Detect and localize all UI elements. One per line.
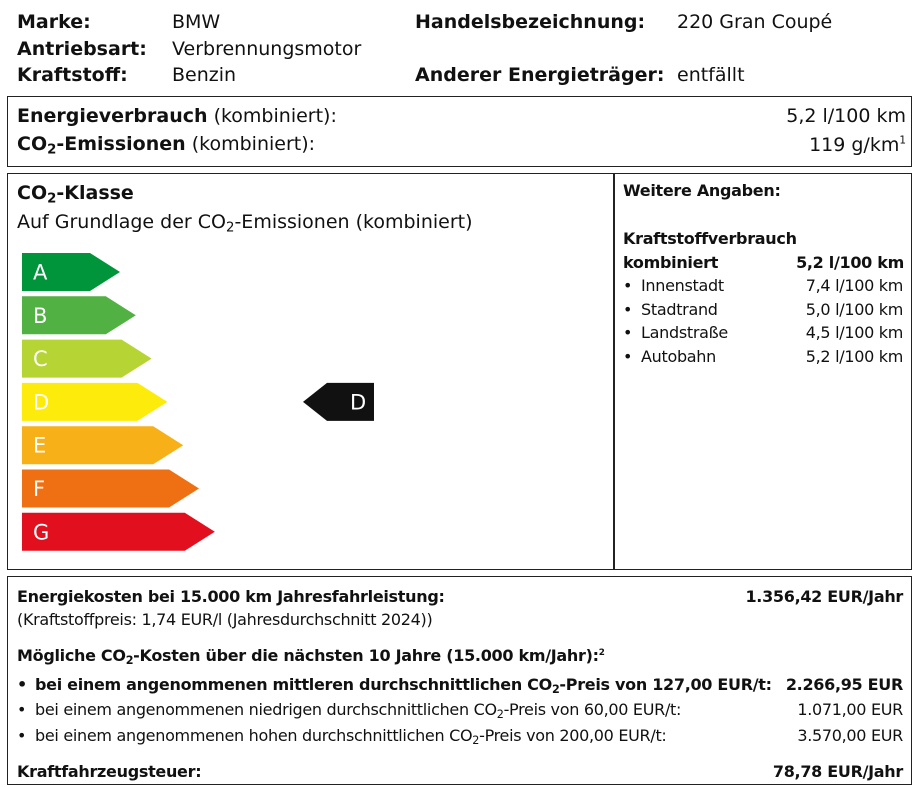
fuel-price-note: (Kraftstoffpreis: 1,74 EUR/l (Jahresdurc… — [17, 610, 433, 629]
verbrauch-value: 5,2 l/100 km — [786, 105, 906, 127]
kraftstoff-label: Kraftstoff: — [17, 64, 128, 86]
handel-value: 220 Gran Coupé — [677, 11, 833, 33]
verbrauch-row: Energieverbrauch (kombiniert): — [17, 105, 337, 127]
weitere-title: Weitere Angaben: — [623, 181, 781, 200]
klasse-subtitle: Auf Grundlage der CO2-Emissionen (kombin… — [17, 211, 473, 236]
tax-value: 78,78 EUR/Jahr — [772, 762, 903, 781]
combined-label: kombiniert — [623, 253, 719, 272]
scenario-low: bei einem angenommenen niedrigen durchsc… — [17, 700, 681, 720]
scenario-low-value: 1.071,00 EUR — [797, 700, 903, 719]
marke-label: Marke: — [17, 11, 91, 33]
class-bar-g — [22, 512, 215, 551]
class-bar-f — [22, 469, 199, 508]
energie-label: Anderer Energieträger: — [415, 64, 665, 86]
scenario-high-value: 3.570,00 EUR — [797, 726, 903, 745]
class-label-b: B — [33, 304, 47, 328]
co2-costs-title: Mögliche CO2-Kosten über die nächsten 10… — [17, 646, 605, 667]
kraftstoff-value: Benzin — [172, 64, 237, 86]
class-label-f: F — [33, 477, 45, 501]
class-bar-c — [22, 339, 152, 378]
marke-value: BMW — [172, 11, 221, 33]
energie-value: entfällt — [677, 64, 745, 86]
fuel-title: Kraftstoffverbrauch — [623, 229, 797, 248]
klasse-title: CO2-Klasse — [17, 182, 134, 207]
energy-cost-value: 1.356,42 EUR/Jahr — [745, 587, 903, 606]
class-label-g: G — [33, 520, 49, 544]
scenario-high: bei einem angenommenen hohen durchschnit… — [17, 726, 667, 746]
current-class-label: D — [350, 390, 366, 414]
class-label-e: E — [33, 434, 46, 458]
klasse-divider — [613, 173, 615, 570]
current-class-indicator — [303, 382, 374, 421]
antrieb-value: Verbrennungsmotor — [172, 38, 362, 60]
verbrauch-label: Energieverbrauch — [17, 105, 208, 127]
combined-value: 5,2 l/100 km — [796, 253, 904, 272]
co2-label: CO2-Emissionen — [17, 133, 186, 158]
handel-label: Handelsbezeichnung: — [415, 11, 646, 33]
consumption-box — [7, 96, 912, 167]
verbrauch-suffix: (kombiniert): — [213, 105, 337, 127]
class-bar-d — [22, 382, 168, 421]
class-bar-a — [22, 253, 120, 291]
co2-suffix: (kombiniert): — [191, 133, 316, 155]
scenario-mid-value: 2.266,95 EUR — [785, 675, 903, 694]
antrieb-label: Antriebsart: — [17, 38, 147, 60]
costs-box — [7, 576, 912, 785]
tax-label: Kraftfahrzeugsteuer: — [17, 762, 202, 781]
scenario-mid: bei einem angenommenen mittleren durchsc… — [17, 675, 772, 695]
class-label-d: D — [33, 390, 49, 414]
class-bar-b — [22, 296, 136, 335]
klasse-box — [7, 173, 912, 570]
class-label-a: A — [33, 261, 48, 285]
class-bar-e — [22, 426, 184, 465]
co2-row: CO2-Emissionen (kombiniert): — [17, 133, 316, 158]
co2-value: 119 g/km1 — [809, 134, 906, 156]
class-label-c: C — [33, 347, 48, 371]
energy-cost-label: Energiekosten bei 15.000 km Jahresfahrle… — [17, 587, 445, 606]
